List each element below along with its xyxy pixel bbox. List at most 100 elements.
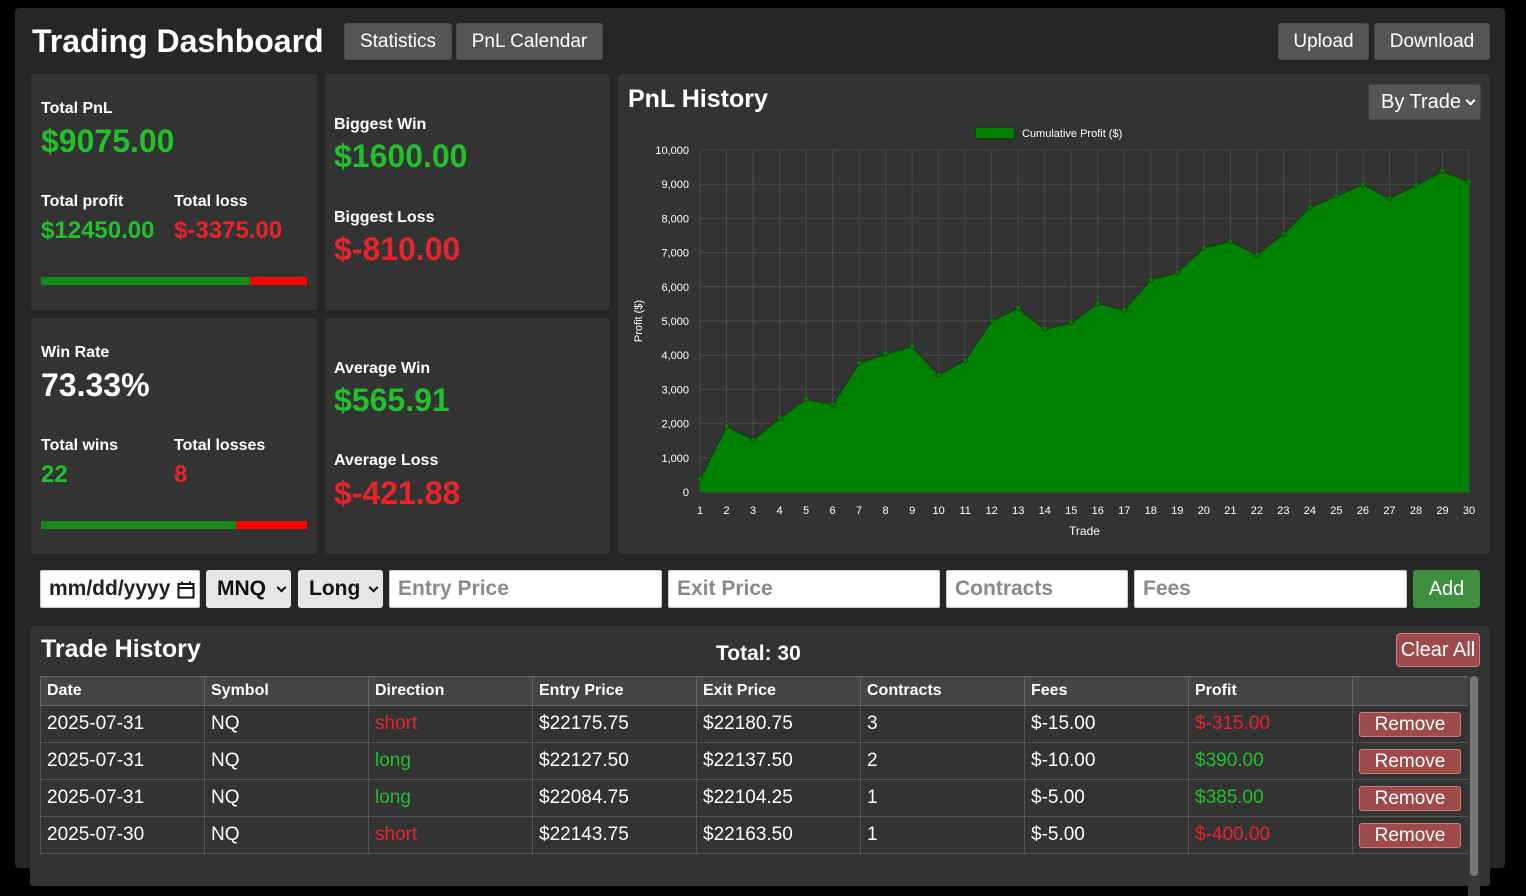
tab-statistics[interactable]: Statistics xyxy=(344,23,452,60)
y-tick-label: 7,000 xyxy=(661,248,689,260)
x-tick-label: 24 xyxy=(1304,505,1316,517)
fees-input[interactable]: Fees xyxy=(1134,570,1407,608)
trade-total-count: Total: 30 xyxy=(716,642,801,665)
contracts-input[interactable]: Contracts xyxy=(946,570,1128,608)
cell-actions: Remove xyxy=(1352,779,1469,817)
x-tick-label: 6 xyxy=(830,505,836,517)
tab-pnl-calendar[interactable]: PnL Calendar xyxy=(456,23,603,60)
x-tick-label: 14 xyxy=(1039,505,1051,517)
y-tick-label: 4,000 xyxy=(661,350,689,362)
biggest-loss-value: $-810.00 xyxy=(334,231,461,267)
x-tick-label: 11 xyxy=(959,505,970,517)
cumulative-profit-area xyxy=(700,170,1469,492)
cell-contracts: 3 xyxy=(860,705,1025,743)
column-header-contracts[interactable]: Contracts xyxy=(860,676,1025,706)
upload-button[interactable]: Upload xyxy=(1278,23,1369,60)
x-tick-label: 20 xyxy=(1198,505,1210,517)
cell-exit-price: $22180.75 xyxy=(696,705,861,743)
x-tick-label: 29 xyxy=(1436,505,1448,517)
x-tick-label: 4 xyxy=(776,505,782,517)
app-title: Trading Dashboard xyxy=(32,23,324,59)
chart-mode-value: By Trade xyxy=(1381,90,1462,113)
x-tick-label: 5 xyxy=(803,505,809,517)
cell-entry-price: $22127.50 xyxy=(532,742,697,780)
cell-fees: $-10.00 xyxy=(1024,742,1189,780)
cell-profit: $390.00 xyxy=(1188,742,1353,780)
y-tick-label: 3,000 xyxy=(661,384,689,396)
data-point xyxy=(1094,300,1101,307)
column-header-symbol[interactable]: Symbol xyxy=(204,676,369,706)
x-tick-label: 22 xyxy=(1251,505,1263,517)
win-rate-label: Win Rate xyxy=(41,344,110,361)
cell-date: 2025-07-31 xyxy=(40,742,205,780)
column-header-date[interactable]: Date xyxy=(40,676,205,706)
data-point xyxy=(829,401,836,408)
chevron-down-icon xyxy=(368,582,379,593)
header: Trading Dashboard Statistics PnL Calenda… xyxy=(15,8,1505,68)
data-point xyxy=(1041,325,1048,332)
x-tick-label: 7 xyxy=(856,505,862,517)
add-trade-button[interactable]: Add xyxy=(1413,570,1480,608)
data-point xyxy=(1333,192,1340,199)
clear-all-button[interactable]: Clear All xyxy=(1396,633,1480,667)
table-header-row: Date Symbol Direction Entry Price Exit P… xyxy=(40,676,1469,706)
cell-date: 2025-07-30 xyxy=(40,816,205,854)
x-tick-label: 10 xyxy=(933,505,945,517)
column-header-exit-price[interactable]: Exit Price xyxy=(696,676,861,706)
cell-profit: $385.00 xyxy=(1188,779,1353,817)
table-scrollbar[interactable] xyxy=(1468,676,1480,896)
cell-entry-price: $22175.75 xyxy=(532,705,697,743)
x-tick-label: 23 xyxy=(1277,505,1289,517)
scrollbar-thumb[interactable] xyxy=(1470,676,1478,876)
data-point xyxy=(803,395,810,402)
x-tick-label: 8 xyxy=(883,505,889,517)
total-loss-value: $-3375.00 xyxy=(174,217,283,244)
remove-trade-button[interactable]: Remove xyxy=(1359,822,1461,848)
x-tick-label: 9 xyxy=(909,505,915,517)
data-point xyxy=(882,350,889,357)
x-tick-label: 25 xyxy=(1330,505,1342,517)
trade-history-table: Date Symbol Direction Entry Price Exit P… xyxy=(40,676,1469,854)
data-point xyxy=(1015,304,1022,311)
chart-mode-select[interactable]: By Trade xyxy=(1368,84,1481,120)
column-header-profit[interactable]: Profit xyxy=(1188,676,1353,706)
average-win-label: Average Win xyxy=(334,360,431,377)
trade-history-card: Trade History Total: 30 Clear All Date S… xyxy=(30,626,1490,896)
remove-trade-button[interactable]: Remove xyxy=(1359,711,1461,737)
column-header-direction[interactable]: Direction xyxy=(368,676,533,706)
x-tick-label: 19 xyxy=(1171,505,1183,517)
total-losses-label: Total losses xyxy=(174,437,266,454)
data-point xyxy=(697,475,703,482)
x-tick-label: 18 xyxy=(1145,505,1157,517)
profit-segment xyxy=(41,277,251,285)
data-point xyxy=(1466,178,1472,185)
date-input[interactable]: mm/dd/yyyy xyxy=(40,570,200,608)
calendar-icon[interactable] xyxy=(177,581,195,599)
symbol-select[interactable]: MNQ xyxy=(206,570,291,608)
total-pnl-value: $9075.00 xyxy=(41,123,175,159)
y-tick-label: 9,000 xyxy=(661,179,689,191)
remove-trade-button[interactable]: Remove xyxy=(1359,748,1461,774)
chart-title: PnL History xyxy=(628,85,768,113)
column-header-entry-price[interactable]: Entry Price xyxy=(532,676,697,706)
y-tick-label: 1,000 xyxy=(661,453,689,465)
y-tick-label: 8,000 xyxy=(661,213,689,225)
exit-price-input[interactable]: Exit Price xyxy=(668,570,940,608)
x-tick-label: 3 xyxy=(750,505,756,517)
cell-actions: Remove xyxy=(1352,816,1469,854)
remove-trade-button[interactable]: Remove xyxy=(1359,785,1461,811)
download-button[interactable]: Download xyxy=(1374,23,1490,60)
cell-contracts: 2 xyxy=(860,742,1025,780)
total-pnl-card: Total PnL $9075.00 Total profit $12450.0… xyxy=(31,74,317,310)
entry-price-input[interactable]: Entry Price xyxy=(389,570,662,608)
direction-select[interactable]: Long xyxy=(298,570,383,608)
y-tick-label: 0 xyxy=(683,487,689,499)
total-profit-value: $12450.00 xyxy=(41,217,155,244)
data-point xyxy=(856,359,863,366)
cell-actions: Remove xyxy=(1352,705,1469,743)
x-tick-label: 2 xyxy=(723,505,729,517)
average-win-value: $565.91 xyxy=(334,382,450,418)
table-row: 2025-07-30 NQ short $22143.75 $22163.50 … xyxy=(40,816,1469,854)
column-header-fees[interactable]: Fees xyxy=(1024,676,1189,706)
x-tick-label: 26 xyxy=(1357,505,1369,517)
